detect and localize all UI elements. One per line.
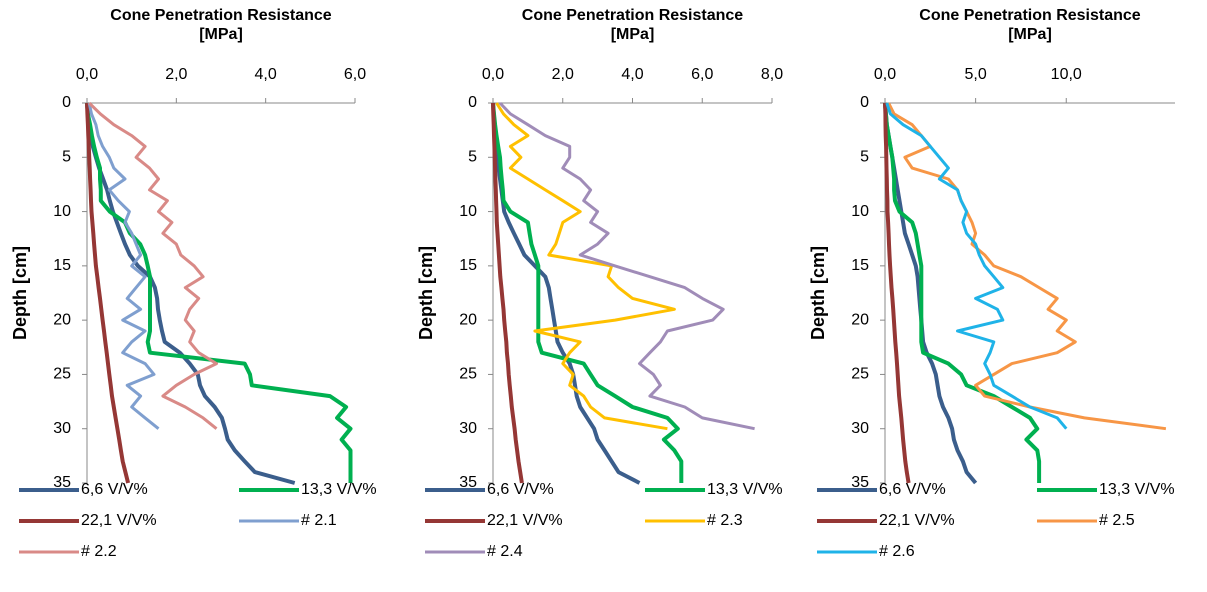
x-tick-label: 2,0: [165, 66, 187, 83]
legend-label: 6,6 V/V%: [879, 481, 946, 498]
y-axis-title: Depth [cm]: [416, 246, 436, 340]
series-line: [885, 102, 1068, 430]
series-line: [883, 102, 978, 485]
legend-label: 6,6 V/V%: [487, 481, 554, 498]
x-tick-label: 4,0: [621, 66, 643, 83]
y-tick-label: 25: [459, 366, 477, 383]
legend-label: 13,3 V/V%: [301, 481, 377, 498]
x-tick-label: 2,0: [552, 66, 574, 83]
series-line: [495, 102, 676, 431]
y-axis-title: Depth [cm]: [808, 246, 828, 340]
y-tick-label: 20: [459, 311, 477, 328]
y-tick-label: 10: [851, 203, 869, 220]
series-line: [491, 102, 524, 484]
x-tick-label: 10,0: [1051, 66, 1082, 83]
y-tick-label: 0: [62, 94, 71, 111]
y-tick-label: 0: [468, 94, 477, 111]
legend-label: 22,1 V/V%: [81, 512, 157, 529]
legend-label: # 2.5: [1099, 512, 1135, 529]
series-line: [88, 101, 218, 430]
series-line: [87, 102, 160, 430]
y-tick-label: 15: [459, 257, 477, 274]
legend-label: # 2.4: [487, 543, 523, 560]
x-tick-label: 6,0: [344, 66, 366, 83]
y-tick-label: 25: [851, 366, 869, 383]
y-tick-label: 30: [851, 420, 869, 437]
y-tick-label: 30: [459, 420, 477, 437]
y-tick-label: 35: [459, 474, 477, 491]
x-axis-title: Cone Penetration Resistance [MPa]: [110, 7, 332, 43]
y-tick-label: 20: [851, 311, 869, 328]
legend-label: 22,1 V/V%: [879, 512, 955, 529]
x-tick-label: 6,0: [691, 66, 713, 83]
legend-label: # 2.6: [879, 543, 915, 560]
x-tick-label: 4,0: [255, 66, 277, 83]
y-tick-label: 5: [860, 149, 869, 166]
y-tick-label: 30: [53, 420, 71, 437]
series-line: [883, 102, 1042, 483]
series-line: [491, 102, 684, 483]
legend-label: # 2.3: [707, 512, 743, 529]
x-axis-title: Cone Penetration Resistance [MPa]: [521, 7, 744, 43]
series-line: [491, 102, 641, 485]
legend-label: 13,3 V/V%: [707, 481, 783, 498]
legend-label: 13,3 V/V%: [1099, 481, 1175, 498]
x-tick-label: 0,0: [482, 66, 504, 83]
x-axis-title: Cone Penetration Resistance [MPa]: [919, 7, 1141, 43]
legend-label: # 2.1: [301, 512, 337, 529]
x-tick-label: 0,0: [874, 66, 896, 83]
y-axis-title: Depth [cm]: [10, 246, 30, 340]
y-tick-label: 0: [860, 94, 869, 111]
series-line: [85, 102, 131, 484]
y-tick-label: 5: [468, 149, 477, 166]
y-tick-label: 10: [53, 203, 71, 220]
x-tick-label: 0,0: [76, 66, 98, 83]
x-tick-label: 5,0: [965, 66, 987, 83]
series-line: [883, 102, 911, 484]
y-tick-label: 15: [851, 257, 869, 274]
y-tick-label: 20: [53, 311, 71, 328]
series-line: [85, 102, 353, 483]
x-tick-label: 8,0: [761, 66, 783, 83]
y-tick-label: 15: [53, 257, 71, 274]
legend-label: # 2.2: [81, 543, 117, 560]
y-tick-label: 35: [53, 474, 71, 491]
legend-label: 22,1 V/V%: [487, 512, 563, 529]
series-line: [887, 102, 1167, 431]
legend-label: 6,6 V/V%: [81, 481, 148, 498]
y-tick-label: 35: [851, 474, 869, 491]
y-tick-label: 25: [53, 366, 71, 383]
y-tick-label: 5: [62, 149, 71, 166]
y-tick-label: 10: [459, 203, 477, 220]
series-line: [498, 101, 755, 431]
